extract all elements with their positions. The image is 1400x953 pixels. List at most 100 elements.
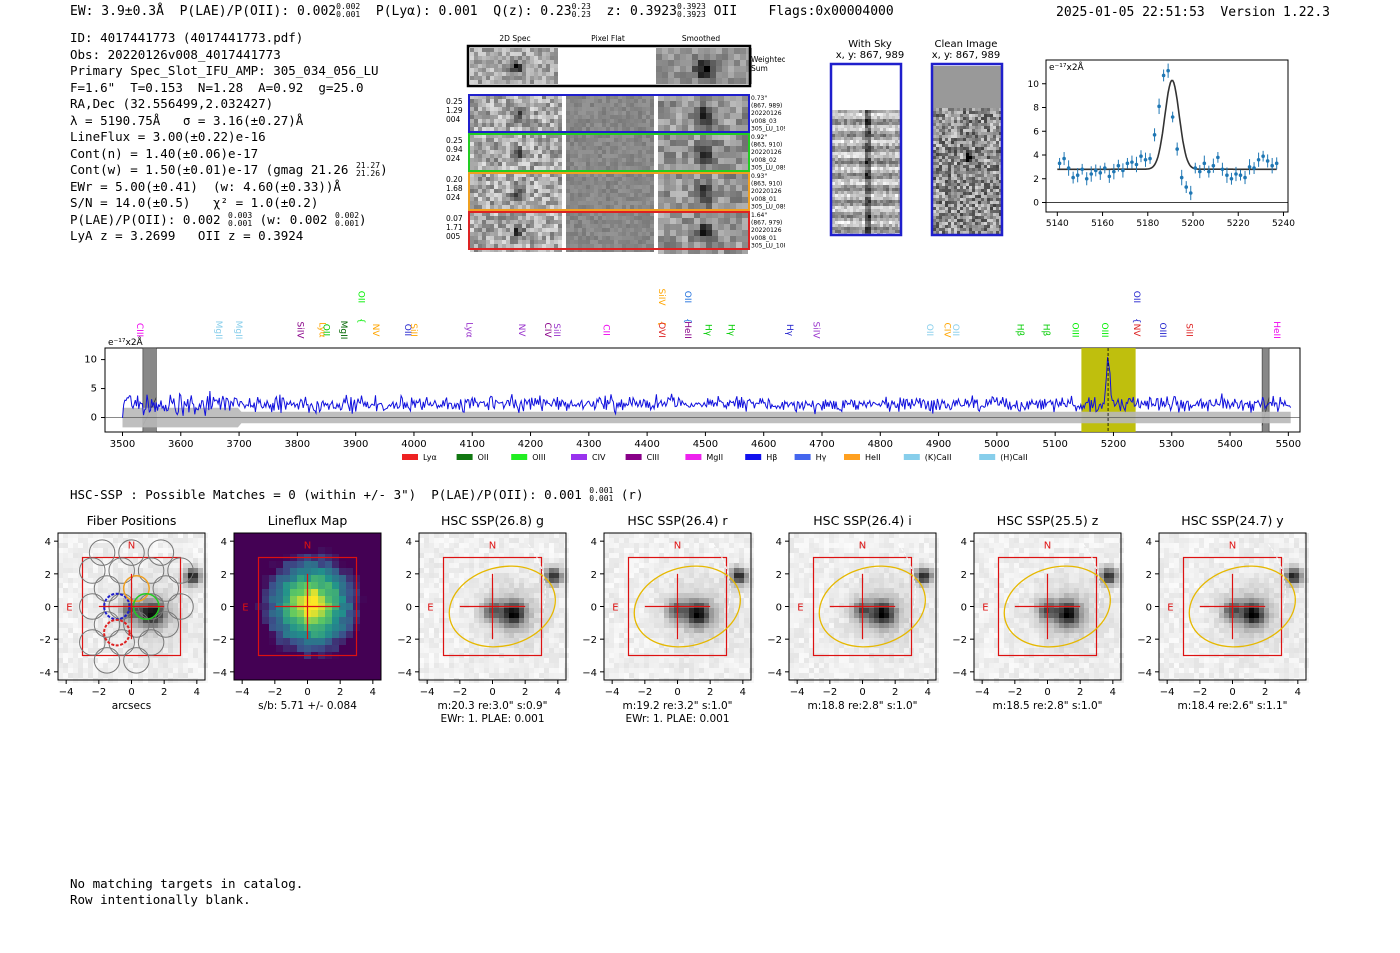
spectrum-x-tick-label: 5300: [1159, 439, 1184, 450]
info-contn: Cont(n) = 1.40(±0.06)e-17: [70, 145, 259, 161]
col-header-2d: 2D Spec: [499, 34, 530, 43]
stamp-xlabel: m:19.2 re:3.2" s:1.0": [623, 700, 733, 712]
stamp-x-tick-label: 0: [1229, 687, 1235, 698]
spectrum-x-tick-label: 4500: [693, 439, 718, 450]
stamp-title: HSC SSP(26.4) i: [813, 513, 911, 528]
stamp-x-tick-label: 2: [1077, 687, 1083, 698]
masked-region: [1261, 347, 1270, 433]
cutout-right-label: (867, 989): [751, 103, 782, 110]
spectrum-x-tick-label: 4200: [518, 439, 543, 450]
detection-info: ID: 4017441773 (4017441773.pdf) Obs: 202…: [70, 30, 388, 245]
spectrum-x-tick-label: 4900: [926, 439, 951, 450]
stamp-y-tick-label: 4: [406, 537, 412, 548]
stamp-panel: Lineflux Map N E −4 −4 −2 −2 0 0 2 2 4 4 s/b: 5.71 +/…: [212, 513, 382, 712]
fit-data-point: [1197, 169, 1202, 174]
emission-line-label: OII: [1131, 291, 1141, 303]
fit-data-point: [1238, 173, 1243, 177]
search-arc: [1083, 544, 1101, 610]
stamp-x-tick-label: −2: [267, 687, 282, 698]
stamp-x-tick-label: 4: [370, 687, 376, 698]
fit-data-point: [1134, 162, 1139, 167]
cutout-right-label: 20220126: [751, 188, 782, 195]
north-label: N: [489, 540, 496, 551]
spectrum-line: [122, 357, 1292, 418]
hsc-sup: 0.001: [589, 486, 614, 495]
hsc-tail: (r): [613, 487, 644, 502]
fit-data-point: [1247, 165, 1252, 169]
fiber-circle: [152, 611, 180, 638]
legend-swatch: [794, 454, 811, 460]
cutout-right-label: (863, 910): [751, 181, 782, 188]
spectrum-x-tick-label: 4000: [401, 439, 426, 450]
header-right: 2025-01-05 22:51:53 Version 1.22.3: [1056, 5, 1330, 20]
stamp-x-tick-label: 2: [161, 687, 167, 698]
cutout-left-label: 0.20: [446, 175, 463, 184]
emission-line-label: SiIV: [810, 321, 820, 339]
cutout-left-label: 1.68: [446, 184, 463, 193]
fit-data-point: [1080, 167, 1084, 172]
weighted-sum-frame: [466, 44, 752, 88]
fit-data-point: [1071, 175, 1075, 180]
fiber-red: [103, 618, 131, 647]
line-bracket: {: [656, 321, 666, 327]
fit-data-point: [1220, 167, 1225, 172]
stamp-y-tick-label: 4: [1146, 537, 1152, 548]
line-bracket: {: [682, 318, 692, 324]
fit-x-tick-label: 5160: [1091, 219, 1114, 229]
spectrum-x-tick-label: 3700: [226, 439, 251, 450]
fit-data-point: [1112, 169, 1116, 174]
stamp-panel: HSC SSP(26.8) g N E −4 −4 −2 −2 0 0 2 2 4 4 m:20.3 re…: [397, 513, 569, 725]
cutout-left-label: 004: [446, 115, 461, 124]
stamp-x-tick-label: 0: [489, 687, 495, 698]
north-label: N: [1229, 540, 1236, 551]
cutout-left-label: 1.71: [446, 223, 463, 232]
info-plae-sub: 0.001: [228, 218, 253, 228]
stamp-x-tick-label: 4: [740, 687, 746, 698]
weighted-sum-label: Weighted Sum: [751, 55, 785, 73]
cutout-left-label: 0.94: [446, 145, 463, 154]
cutout-left-label: 1.29: [446, 106, 463, 115]
source-ellipse: [1188, 565, 1296, 648]
fit-y-tick-label: 10: [1028, 80, 1040, 90]
cutout-left-label: 024: [446, 154, 461, 163]
stamp-note: EWr: 1. PLAE: 0.001: [625, 713, 729, 725]
search-arc: [713, 544, 731, 610]
fit-data-point: [1066, 166, 1071, 170]
search-arc: [1268, 544, 1286, 610]
spectrum-x-tick-label: 3900: [343, 439, 368, 450]
fit-y-tick-label: 0: [1033, 199, 1039, 209]
emission-line-label: OII: [356, 291, 366, 303]
fit-data-point: [1234, 172, 1238, 176]
cutout-right-label: 305_LU_109: [751, 125, 785, 132]
spectrum-y-tick-label: 0: [91, 413, 97, 424]
fiber-circle: [152, 575, 180, 602]
fit-data-point: [1265, 159, 1270, 163]
stamp-y-tick-label: 4: [591, 537, 597, 548]
emission-line-label: CIV: [542, 322, 552, 338]
stamp-y-tick-label: 2: [961, 570, 967, 581]
cutout-right-label: v008_01: [751, 196, 777, 203]
spectrum-x-tick-label: 4400: [634, 439, 659, 450]
emission-line-label: NV: [370, 324, 380, 338]
fiber-circle: [93, 575, 121, 602]
header-qz-sub: 0.23: [571, 10, 591, 19]
info-obs: Obs: 20220126v008_4017441773: [70, 46, 281, 62]
stamp-x-tick-label: 2: [1262, 687, 1268, 698]
fit-data-point: [1270, 163, 1274, 168]
stamp-x-tick-label: −4: [605, 687, 620, 698]
stamp-y-tick-label: 4: [221, 537, 227, 548]
info-contw: Cont(w) = 1.50(±0.01)e-17 (gmag 21.26 21…: [70, 162, 388, 179]
stamp-x-tick-label: 2: [892, 687, 898, 698]
header-qz: Q(z): 0.23: [493, 4, 572, 19]
aperture-box: [997, 556, 1098, 657]
stamp-y-tick-label: 0: [1146, 603, 1152, 614]
stamp-x-tick-label: −2: [1007, 687, 1022, 698]
stamp-y-tick-label: 2: [1146, 570, 1152, 581]
north-label: N: [128, 540, 135, 551]
stamp-y-tick-label: −4: [952, 668, 967, 679]
stamp-xlabel: m:18.8 re:2.8" s:1.0": [808, 700, 918, 712]
fit-data-point: [1170, 115, 1175, 119]
legend-label: CIV: [592, 453, 606, 462]
